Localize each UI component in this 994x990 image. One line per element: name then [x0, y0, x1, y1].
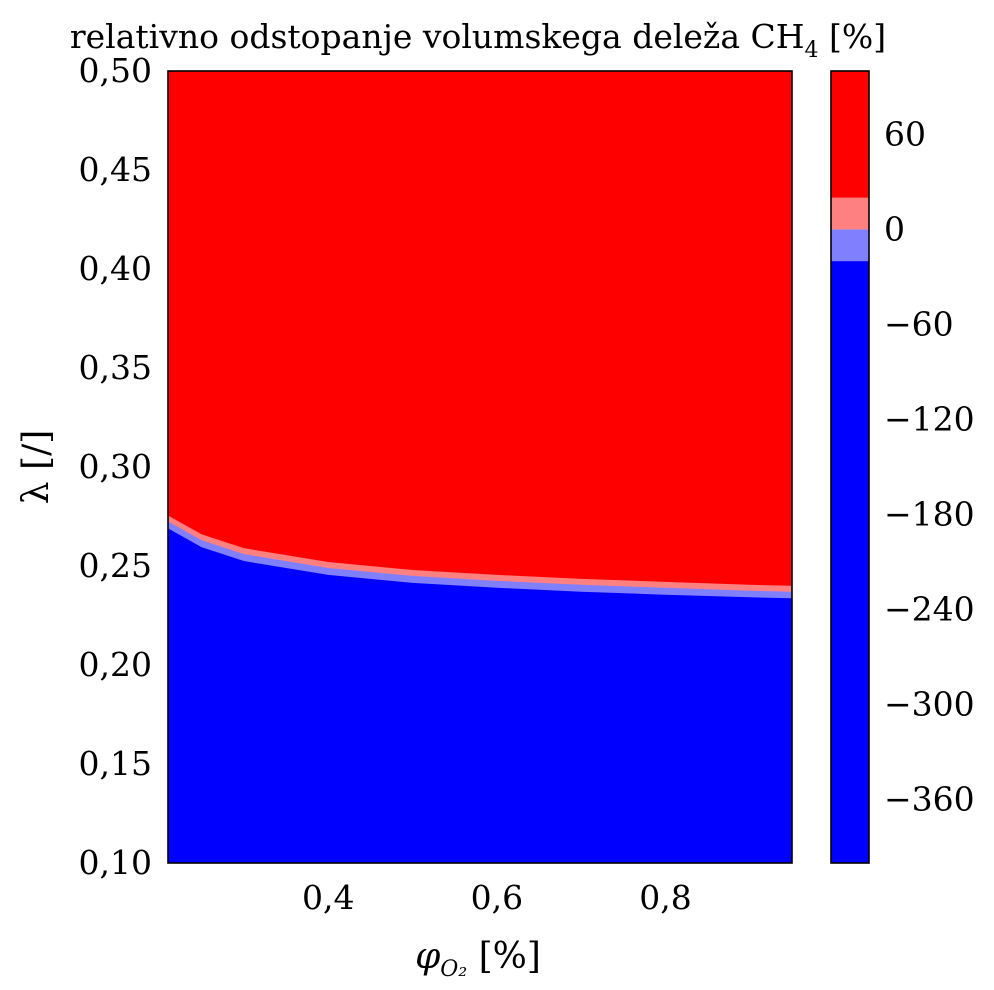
colorbar-tick-label: 0	[884, 209, 905, 248]
colorbar-band	[831, 229, 869, 262]
x-tick-label: 0,8	[639, 878, 691, 917]
x-axis-label-subscript: O₂	[440, 957, 467, 982]
contour-region-above-20	[168, 71, 792, 586]
x-tick-label: 0,6	[471, 878, 523, 917]
chart-title: relativno odstopanje volumskega deleža C…	[70, 17, 886, 63]
colorbar-band	[831, 197, 869, 230]
plot-area: 0,4 0,6 0,8 0,10 0,15 0,20 0,25 0,30 0,35 0,40 0,4…	[79, 51, 793, 917]
colorbar-band	[831, 261, 869, 864]
chart-title-suffix: [%]	[819, 17, 887, 56]
colorbar-band	[831, 71, 869, 198]
y-tick-label: 0,10	[79, 843, 152, 882]
y-tick-label: 0,15	[79, 744, 152, 783]
colorbar-tick-label: −180	[884, 495, 975, 534]
colorbar-tick-label: −240	[884, 590, 975, 629]
y-axis-label: λ [/]	[16, 430, 57, 504]
plot-frame	[167, 70, 793, 864]
y-tick-label: 0,40	[79, 249, 152, 288]
x-axis-label-suffix: [%]	[467, 936, 541, 977]
colorbar-frame	[830, 70, 870, 864]
y-tick-label: 0,30	[79, 447, 152, 486]
y-tick-label: 0,25	[79, 546, 152, 585]
colorbar-tick-label: −360	[884, 780, 975, 819]
y-tick-label: 0,20	[79, 645, 152, 684]
x-axis-label: φO₂ [%]	[415, 936, 541, 982]
chart-title-subscript: 4	[805, 38, 819, 63]
x-tick-label: 0,4	[302, 878, 354, 917]
colorbar-tick-label: 60	[884, 114, 926, 153]
colorbar-tick-label: −60	[884, 304, 954, 343]
y-tick-label: 0,35	[79, 348, 152, 387]
colorbar-tick-label: −300	[884, 685, 975, 724]
colorbar: 60 0 −60 −120 −180 −240 −300 −360	[830, 70, 975, 864]
y-tick-label: 0,45	[79, 150, 152, 189]
colorbar-tick-label: −120	[884, 399, 975, 438]
y-tick-label: 0,50	[79, 51, 152, 90]
